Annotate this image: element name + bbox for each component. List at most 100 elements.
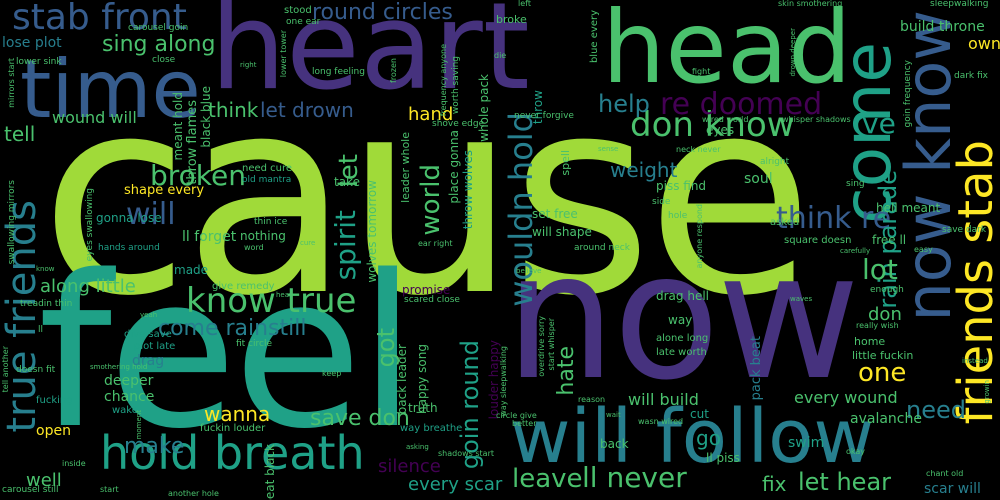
word-hell-meant: hell meant <box>876 201 941 215</box>
word-never-forgive: never forgive <box>514 111 574 121</box>
word-heart: heart <box>210 0 530 117</box>
word-skin-smothering: skin smothering <box>778 0 843 8</box>
word-take: take <box>334 175 360 189</box>
word-okay: okay <box>846 447 866 456</box>
word-frequency-anyone: frequency anyone <box>439 44 448 117</box>
word-late-worth: late worth <box>656 347 707 358</box>
word-black-blue: black blue <box>199 86 213 148</box>
word-wolves-tomorrow: wolves tomorrow <box>365 180 379 283</box>
word-fix: fix <box>762 472 787 496</box>
word-waves: waves <box>790 295 813 303</box>
word-nothing: nothing <box>240 229 286 243</box>
word-carousel-goin: carousel goin <box>128 23 189 33</box>
word-tell: tell <box>4 122 36 146</box>
word-cure: cure <box>300 239 316 247</box>
word-right: right <box>240 61 257 69</box>
word-round-circles: round circles <box>312 0 453 25</box>
word-don-know: don know <box>630 105 795 145</box>
word-hand: hand <box>408 104 454 125</box>
word-whisper-shadows: whisper shadows <box>782 115 851 124</box>
word-whole-pack: whole pack <box>477 74 491 142</box>
word-will-build: will build <box>628 390 699 409</box>
word-every-wound: every wound <box>794 388 898 407</box>
word-start: start <box>100 485 119 494</box>
word-made: made <box>174 263 209 277</box>
word-ll-forget: ll forget <box>182 229 237 245</box>
word-fucking: fucking <box>36 395 73 406</box>
word-goin-frequency: goin frequency <box>903 60 913 128</box>
word-hands-around: hands around <box>98 243 160 253</box>
word-better: better <box>512 419 537 428</box>
word-lower-sink: lower sink <box>16 57 62 67</box>
word-weight: weight <box>610 158 678 182</box>
word-scared-close: scared close <box>404 295 460 305</box>
word-stab-front: stab front <box>12 0 187 38</box>
word-sleepwalking: sleepwalking <box>930 0 989 9</box>
word-anyone-respond: anyone respond <box>695 204 704 269</box>
word-back-leader: back leader <box>395 344 409 415</box>
word-think: think <box>208 98 259 122</box>
word-way: way <box>668 313 693 327</box>
word-build-throne: build throne <box>900 19 985 35</box>
word-carousel-still: carousel still <box>2 485 59 495</box>
word-blue-every: blue every <box>589 10 600 64</box>
word-square-doesn: square doesn <box>784 235 852 246</box>
word-old-mantra: old mantra <box>242 175 292 185</box>
word-drag: drag <box>132 353 165 369</box>
word-promise: promise <box>402 283 451 297</box>
word-moment: moment <box>135 410 143 440</box>
word-swim: swim <box>788 435 825 451</box>
word-smothering-hold: smothering hold <box>90 363 148 371</box>
word-wait: wait <box>606 411 621 419</box>
word-keep: keep <box>322 369 342 378</box>
word-mirrors-start: mirrors start <box>7 58 16 108</box>
word-cut: cut <box>690 407 709 421</box>
word-come-rain: come rain <box>158 316 269 341</box>
word-every-scar: every scar <box>408 474 503 495</box>
word-wasn-wired: wasn wired <box>638 417 684 426</box>
word-tell-another: tell another <box>1 346 10 393</box>
word-throw-flames: throw flames <box>185 100 200 185</box>
word-treadin-thin: treadin thin <box>20 299 73 309</box>
word-drown-deeper: drown deeper <box>789 28 797 77</box>
word-ve: ve <box>862 107 896 140</box>
word-alright: alright <box>760 157 790 167</box>
word-will-follow: will follow <box>510 394 874 480</box>
word-alone-long: alone long <box>656 333 709 344</box>
word-now: now <box>505 216 860 419</box>
word-lower-tower: lower tower <box>279 30 288 78</box>
word-believe: believe <box>516 267 542 275</box>
word-meant-hold: meant hold <box>171 92 185 161</box>
word-inside: inside <box>62 459 86 468</box>
word-feel: feel <box>38 230 417 475</box>
word-sing: sing <box>846 179 865 189</box>
word-wound-will: wound will <box>52 108 137 127</box>
word-asked: asked <box>770 217 800 228</box>
word-stood: stood <box>284 5 312 16</box>
word-own: own <box>968 34 1000 53</box>
word-plot-late: plot late <box>134 341 176 352</box>
word-need: need <box>906 396 966 424</box>
word-neck-never: neck never <box>676 145 721 154</box>
word-deeper: deeper <box>104 373 154 389</box>
word-truth: truth <box>408 401 438 415</box>
word-free-ll: free ll <box>872 233 907 247</box>
word-beat-black: beat black <box>263 444 277 500</box>
word-throw-wolves: throw wolves <box>461 150 475 230</box>
word-broke: broke <box>496 13 527 26</box>
word-time: time <box>20 43 201 136</box>
word-help: help <box>598 90 650 118</box>
word-frozen: frozen <box>389 58 398 84</box>
word-make: make <box>124 434 185 459</box>
word-die: die <box>494 51 507 60</box>
word-set-free: set free <box>532 207 578 221</box>
word-reason: reason <box>578 395 606 404</box>
word-know-small: know <box>36 265 55 273</box>
word-asking: asking <box>406 443 429 451</box>
word-around-neck: around neck <box>574 243 630 253</box>
word-leave: leave <box>512 464 583 494</box>
word-hate: hate <box>554 346 579 396</box>
word-place-gonna: place gonna <box>447 130 461 204</box>
word-still: still <box>268 316 307 341</box>
